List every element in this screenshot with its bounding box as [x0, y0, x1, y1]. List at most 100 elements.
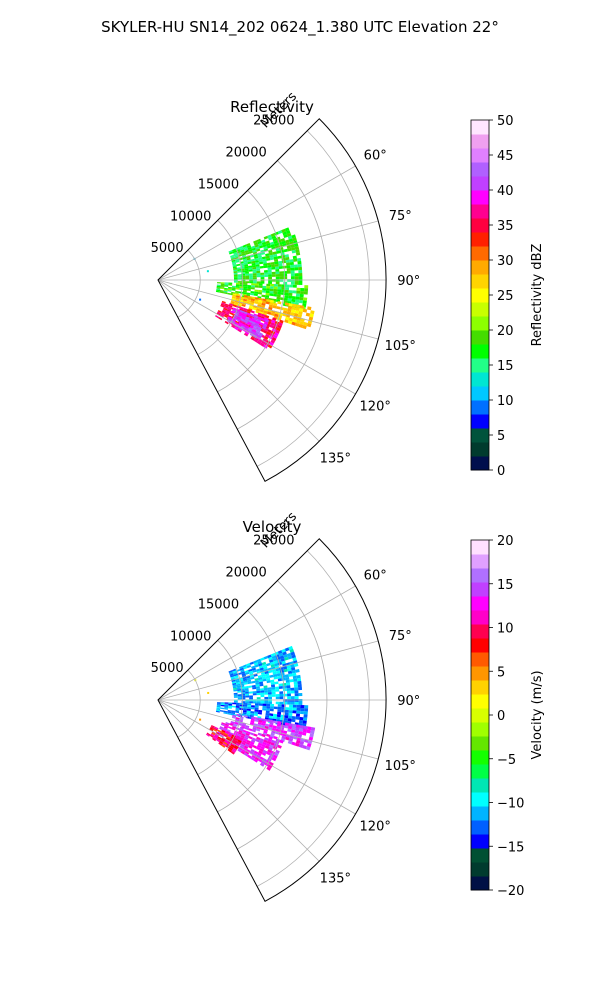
echo-cell: [254, 717, 260, 720]
echo-cell: [250, 756, 255, 761]
echo-cell: [247, 297, 252, 301]
echo-cell: [220, 282, 225, 284]
echo-cell: [287, 740, 293, 745]
colorbar-tick-label: −20: [497, 884, 524, 899]
echo-cell: [299, 725, 304, 729]
echo-cell: [272, 713, 278, 717]
echo-cell: [210, 726, 215, 729]
echo-cell: [224, 706, 229, 709]
echo-cell: [260, 690, 265, 693]
echo-cell: [273, 302, 278, 307]
echo-cell: [216, 704, 221, 707]
echo-cell: [274, 681, 279, 685]
echo-cell: [287, 320, 293, 325]
echo-cell: [213, 735, 218, 739]
echo-cell: [223, 314, 228, 319]
colorbar-segment: [471, 582, 489, 597]
echo-cell: [232, 741, 237, 745]
colorbar-segment: [471, 428, 489, 443]
echo-cell: [218, 316, 223, 321]
echo-cell: [248, 327, 254, 331]
echo-cell: [273, 256, 278, 260]
radial-tick-label: 10000: [170, 629, 211, 644]
echo-cell: [298, 269, 303, 274]
echo-cell: [270, 732, 275, 736]
echo-cell: [261, 325, 267, 330]
echo-cell: [288, 723, 293, 727]
echo-cell: [224, 282, 229, 284]
echo-cell: [236, 267, 241, 270]
echo-cell: [254, 289, 259, 292]
echo-cell: [275, 701, 280, 705]
echo-cell: [244, 323, 250, 328]
echo-cell: [228, 705, 233, 708]
colorbar-segment: [471, 120, 489, 135]
echo-cell: [275, 281, 280, 285]
echo-cell: [249, 325, 255, 329]
echo-cell: [284, 292, 289, 296]
echo-cell: [296, 707, 301, 711]
echo-cell: [274, 313, 279, 318]
echo-cell: [223, 741, 228, 746]
echo-cell: [247, 286, 252, 290]
echo-cell: [237, 688, 242, 692]
echo-cell: [253, 660, 258, 664]
echo-cell: [236, 713, 241, 717]
echo-cell: [243, 666, 248, 670]
echo-cell: [252, 686, 257, 690]
echo-cell: [251, 705, 255, 708]
echo-cell: [266, 311, 272, 315]
echo-cell: [288, 737, 294, 742]
echo-cell: [245, 693, 250, 696]
echo-cell: [268, 736, 273, 740]
echo-cell: [282, 666, 288, 670]
echo-cell: [269, 324, 274, 329]
echo-cell: [240, 735, 245, 739]
colorbar-segment: [471, 400, 489, 415]
echo-cell: [272, 716, 277, 720]
echo-cell: [292, 675, 297, 680]
echo-cell: [237, 748, 242, 753]
echo-cell: [262, 705, 267, 709]
echo-cell: [277, 678, 282, 682]
echo-cell: [231, 681, 236, 684]
echo-cell: [238, 737, 243, 742]
echo-cell: [250, 291, 255, 294]
echo-cell: [306, 322, 312, 328]
echo-cell: [266, 286, 271, 289]
echo-cell: [303, 714, 308, 718]
echo-cell: [269, 722, 274, 726]
echo-cell: [267, 687, 272, 691]
echo-cell: [220, 738, 225, 742]
echo-cell: [224, 731, 229, 735]
echo-cell: [279, 271, 284, 275]
echo-cell: [271, 271, 276, 275]
echo-cell: [219, 290, 224, 293]
figure-title: SKYLER-HU SN14_202 0624_1.380 UTC Elevat…: [101, 18, 499, 37]
echo-cell: [256, 668, 261, 672]
echo-cell: [250, 298, 255, 302]
echo-cell: [260, 746, 265, 750]
echo-cell: [250, 748, 255, 753]
echo-cell: [294, 696, 299, 700]
echo-cell: [260, 274, 265, 278]
echo-cell: [266, 242, 271, 247]
echo-cell: [264, 314, 270, 319]
azimuth-tick-label: 90°: [397, 274, 420, 289]
echo-cell: [230, 300, 235, 304]
echo-cell: [227, 318, 232, 322]
echo-cell: [250, 313, 255, 318]
colorbar-tick-label: 15: [497, 578, 514, 593]
echo-cell: [299, 716, 304, 721]
echo-cell: [238, 291, 243, 294]
echo-cell: [233, 723, 238, 727]
echo-cell: [251, 283, 256, 286]
echo-cell: [256, 692, 261, 696]
echo-cell: [231, 285, 236, 288]
echo-cell: [244, 250, 249, 254]
echo-cell: [266, 677, 271, 681]
echo-cell: [235, 285, 240, 288]
echo-cell: [257, 722, 262, 726]
echo-cell: [233, 687, 238, 690]
echo-cell: [291, 295, 296, 300]
